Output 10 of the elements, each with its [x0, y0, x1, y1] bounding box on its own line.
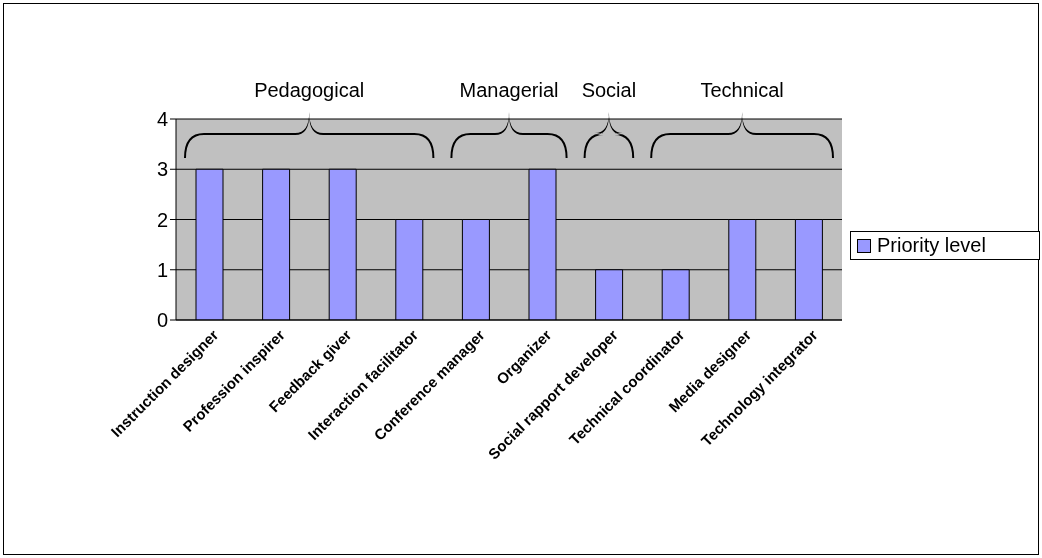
y-tick-label: 0	[156, 309, 168, 332]
y-tick-label: 3	[156, 158, 168, 181]
y-tick-label: 1	[156, 258, 168, 281]
y-tick-label: 2	[156, 208, 168, 231]
text: Technical	[700, 79, 784, 101]
text: Social	[581, 79, 637, 101]
text: Pedagogical	[254, 79, 365, 101]
legend-label: Priority level	[877, 234, 986, 257]
y-tick-label: 4	[156, 108, 168, 131]
text: Managerial	[459, 79, 559, 101]
